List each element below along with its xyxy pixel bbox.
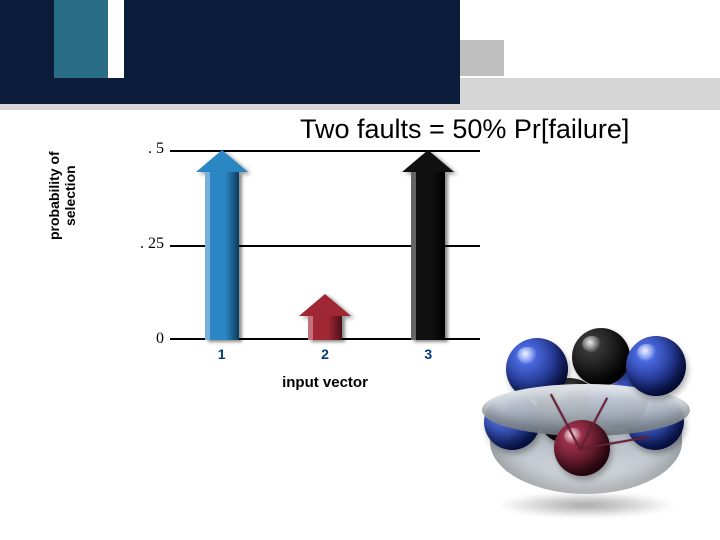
y-tick-label: . 5 xyxy=(130,140,164,158)
arrow-stem xyxy=(411,172,445,340)
arrow-stem xyxy=(205,172,239,340)
y-axis-label: probability of selection xyxy=(46,151,78,240)
band-teal xyxy=(54,0,108,78)
x-tick-label: 3 xyxy=(424,346,432,362)
band-white-gap xyxy=(108,0,124,78)
x-tick-label: 2 xyxy=(321,346,329,362)
arrow-head-icon xyxy=(402,150,454,172)
header-band xyxy=(0,0,720,96)
sphere xyxy=(572,328,630,386)
sphere xyxy=(626,336,686,396)
slide-title: Two faults = 50% Pr[failure] xyxy=(300,114,629,145)
arrow-head-icon xyxy=(196,150,248,172)
x-tick-label: 1 xyxy=(218,346,226,362)
bar-arrow xyxy=(402,150,454,340)
y-tick-label: . 25 xyxy=(130,235,164,253)
x-axis-label: input vector xyxy=(170,374,480,391)
bowl-shadow xyxy=(496,492,676,518)
bowl-illustration xyxy=(476,322,696,522)
arrow-head-icon xyxy=(299,294,351,316)
plot-area: 0. 25. 5 xyxy=(170,150,480,340)
y-tick-label: 0 xyxy=(130,330,164,348)
x-ticks: 1 2 3 xyxy=(170,346,480,366)
arrow-stem xyxy=(308,316,342,340)
probability-chart: probability of selection 0. 25. 5 123 in… xyxy=(50,150,490,380)
band-gray-box xyxy=(460,40,504,76)
bar-arrow xyxy=(196,150,248,340)
bar-arrow xyxy=(299,294,351,340)
